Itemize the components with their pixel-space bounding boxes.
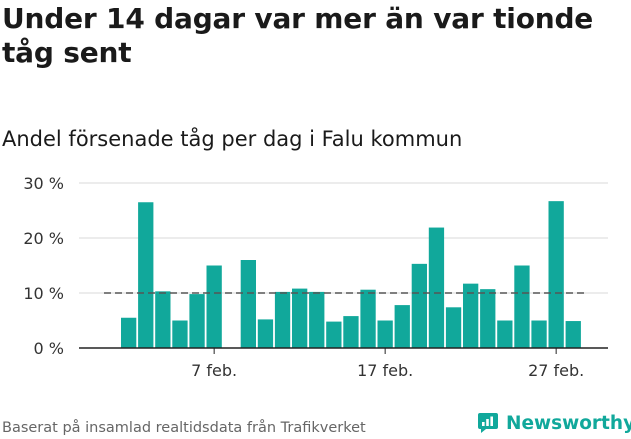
y-tick-label: 0 % bbox=[34, 339, 64, 358]
bar bbox=[428, 227, 445, 348]
bar bbox=[206, 265, 222, 348]
y-tick-label: 20 % bbox=[23, 229, 64, 248]
bar bbox=[445, 307, 462, 348]
bar bbox=[155, 291, 171, 348]
axes: 0 % 10 % 20 % 30 % 7 feb. 17 feb. 27 feb. bbox=[23, 174, 608, 380]
bar bbox=[138, 202, 154, 348]
newsworthy-logo-icon bbox=[478, 413, 498, 433]
brand-name: Newsworthy bbox=[506, 412, 631, 434]
bar bbox=[240, 260, 256, 348]
bars bbox=[121, 201, 581, 348]
bar bbox=[514, 265, 530, 348]
chart-title: Under 14 dagar var mer än var tionde tåg… bbox=[2, 2, 594, 69]
x-tick-label: 7 feb. bbox=[191, 361, 237, 380]
brand: Newsworthy bbox=[476, 410, 631, 436]
bar bbox=[411, 263, 427, 348]
bar bbox=[548, 201, 564, 348]
bar bbox=[377, 320, 393, 348]
bar bbox=[394, 305, 410, 348]
bar bbox=[292, 288, 308, 348]
bar bbox=[309, 291, 325, 348]
bar bbox=[274, 291, 291, 348]
bar bbox=[121, 317, 137, 348]
x-tick-label: 17 feb. bbox=[357, 361, 413, 380]
bar bbox=[189, 294, 205, 348]
bar bbox=[326, 321, 342, 348]
bar bbox=[343, 316, 359, 348]
bar bbox=[497, 320, 513, 348]
bar-chart: 0 % 10 % 20 % 30 % 7 feb. 17 feb. 27 feb. bbox=[23, 174, 608, 380]
bar bbox=[463, 283, 479, 348]
bar bbox=[480, 289, 496, 348]
bar bbox=[257, 319, 274, 348]
y-tick-label: 30 % bbox=[23, 174, 64, 193]
bar bbox=[360, 289, 376, 348]
bar bbox=[565, 321, 581, 348]
chart-subtitle: Andel försenade tåg per dag i Falu kommu… bbox=[2, 127, 463, 151]
x-tick-label: 27 feb. bbox=[528, 361, 584, 380]
bar bbox=[172, 320, 188, 348]
bar bbox=[531, 320, 547, 348]
source-note: Baserat på insamlad realtidsdata från Tr… bbox=[2, 420, 366, 436]
y-tick-label: 10 % bbox=[23, 284, 64, 303]
